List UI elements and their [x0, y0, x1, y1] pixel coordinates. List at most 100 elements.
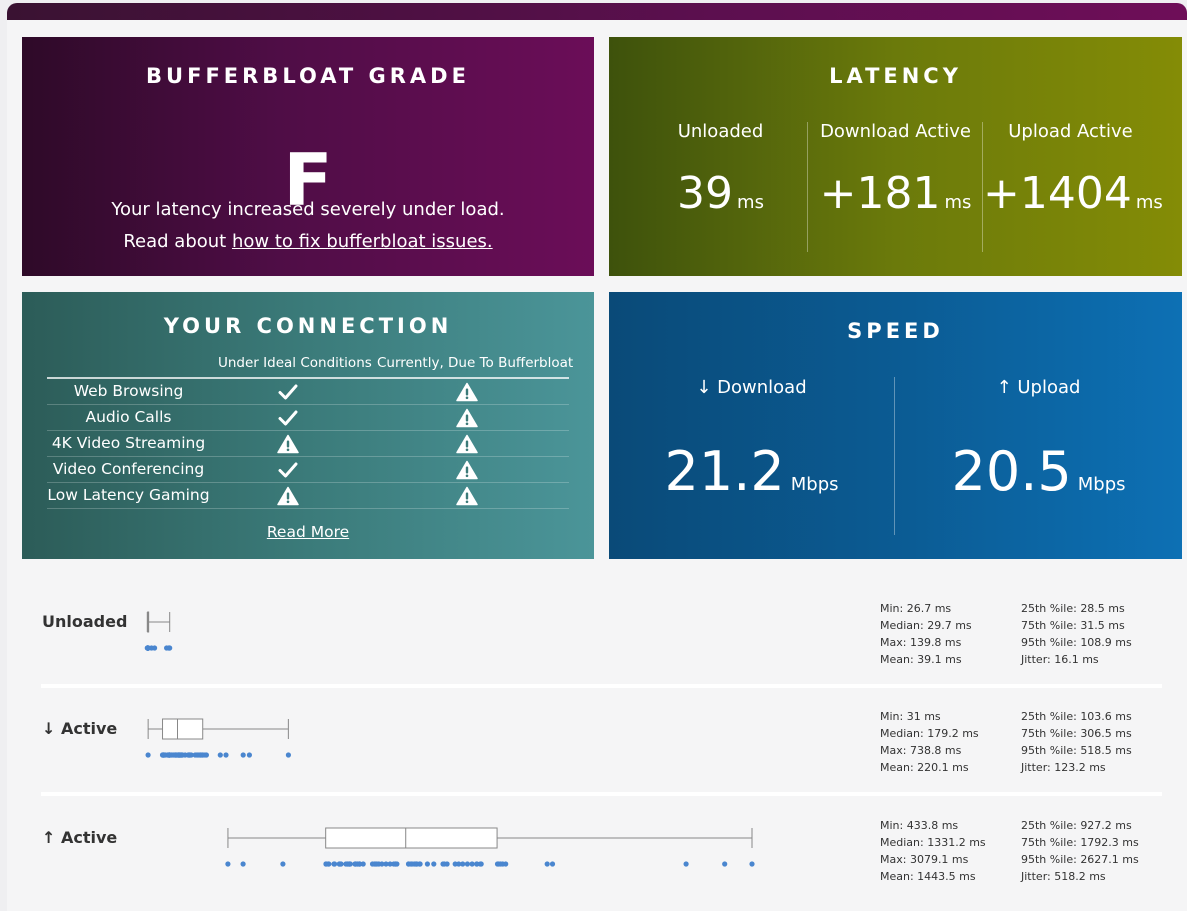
stat-min: Min: 26.7 ms: [880, 602, 952, 615]
sample-dot: [240, 861, 246, 867]
stat-p95: 95th %ile: 2627.1 ms: [1021, 853, 1139, 866]
latency-title: LATENCY: [829, 64, 962, 88]
stat-p95: 95th %ile: 108.9 ms: [1021, 636, 1132, 649]
latency-unloaded-value: 39: [677, 168, 734, 219]
latency-unit: ms: [737, 192, 764, 213]
stats-upload-right: 25th %ile: 927.2 ms 75th %ile: 1792.3 ms…: [1021, 817, 1139, 885]
warning-icon: [456, 460, 478, 480]
row-label-unloaded: Unloaded: [42, 612, 128, 631]
grade-letter: F: [283, 138, 333, 222]
stat-median: Median: 179.2 ms: [880, 727, 979, 740]
sample-dot: [240, 752, 246, 758]
stat-p25: 25th %ile: 103.6 ms: [1021, 710, 1132, 723]
sample-dot: [749, 861, 755, 867]
check-icon: [277, 382, 299, 402]
speed-unit: Mbps: [1077, 474, 1126, 495]
sample-dot: [478, 861, 484, 867]
sample-dot: [202, 752, 208, 758]
latency-divider: [982, 122, 983, 252]
sample-dot: [357, 861, 363, 867]
connection-title: YOUR CONNECTION: [163, 314, 453, 338]
stat-mean: Mean: 220.1 ms: [880, 761, 969, 774]
sample-dot: [544, 861, 550, 867]
iqr-box: [325, 827, 498, 849]
sample-dot: [160, 752, 166, 758]
stat-mean: Mean: 1443.5 ms: [880, 870, 976, 883]
sample-dot: [497, 861, 504, 867]
sample-dot: [152, 645, 158, 651]
sample-dot: [336, 861, 343, 867]
speed-title: SPEED: [847, 319, 944, 343]
sample-dot: [176, 752, 182, 758]
stat-p75: 75th %ile: 31.5 ms: [1021, 619, 1125, 632]
stat-min: Min: 433.8 ms: [880, 819, 959, 832]
stat-p25: 25th %ile: 927.2 ms: [1021, 819, 1132, 832]
stat-min: Min: 31 ms: [880, 710, 941, 723]
sample-dot: [456, 861, 462, 867]
sample-dot: [369, 861, 376, 867]
sample-dot: [417, 861, 423, 867]
row-divider: [41, 684, 1162, 688]
sample-dot: [347, 861, 353, 867]
sample-dot: [360, 861, 366, 867]
grade-description: Your latency increased severely under lo…: [111, 199, 505, 220]
read-more-link[interactable]: Read More: [266, 523, 350, 541]
sample-dot: [549, 861, 556, 867]
warning-icon: [277, 434, 299, 454]
sample-dot: [469, 861, 475, 867]
latency-divider: [807, 122, 808, 252]
sample-dot: [387, 861, 393, 867]
latency-download-label: Download Active: [820, 121, 971, 142]
latency-unit: ms: [1135, 192, 1163, 213]
sample-dot: [460, 861, 466, 867]
latency-upload-label: Upload Active: [1008, 121, 1133, 142]
sample-dot: [464, 861, 470, 867]
speed-download: ↓ Download 21.2 Mbps: [609, 377, 894, 503]
stat-p75: 75th %ile: 306.5 ms: [1021, 727, 1132, 740]
grade-title: BUFFERBLOAT GRADE: [146, 64, 470, 88]
connection-row: Web Browsing: [47, 379, 569, 405]
download-value: 21.2: [664, 440, 785, 503]
sample-dot: [440, 861, 446, 867]
row-label-download-active: ↓ Active: [42, 719, 118, 738]
grade-read-about: Read about how to fix bufferbloat issues…: [22, 231, 594, 252]
read-about-prefix: Read about: [123, 231, 232, 252]
connection-row: Audio Calls: [47, 405, 569, 431]
warning-icon: [277, 486, 299, 506]
sample-dot: [722, 861, 728, 867]
sample-dot: [217, 752, 223, 758]
sample-dot: [285, 752, 291, 758]
latency-unloaded-label: Unloaded: [677, 121, 764, 142]
fix-bufferbloat-link[interactable]: how to fix bufferbloat issues.: [231, 231, 493, 252]
sample-dot: [223, 752, 229, 758]
latency-card: LATENCY Unloaded 39 ms Download Active +1…: [609, 37, 1182, 276]
connection-table: Web Browsing Audio Calls 4K Video Streamin…: [47, 377, 569, 509]
sample-dot: [179, 752, 185, 758]
stat-p75: 75th %ile: 1792.3 ms: [1021, 836, 1139, 849]
stat-jitter: Jitter: 123.2 ms: [1021, 761, 1106, 774]
connection-row-name: Video Conferencing: [52, 460, 205, 478]
stat-p95: 95th %ile: 518.5 ms: [1021, 744, 1132, 757]
upload-value: 20.5: [951, 440, 1072, 503]
stats-unloaded-left: Min: 26.7 ms Median: 29.7 ms Max: 139.8 …: [880, 600, 972, 668]
warning-icon: [456, 382, 478, 402]
bufferbloat-grade-card: BUFFERBLOAT GRADE F Your latency increas…: [22, 37, 594, 276]
sample-dot: [424, 861, 430, 867]
sample-dot: [431, 861, 437, 867]
sample-dot: [323, 861, 329, 867]
sample-dot: [474, 861, 480, 867]
stat-max: Max: 3079.1 ms: [880, 853, 969, 866]
warning-icon: [456, 434, 478, 454]
sample-dot: [196, 752, 202, 758]
top-accent-bar: [7, 3, 1187, 21]
sample-dot: [145, 752, 151, 758]
sample-dot: [145, 645, 151, 651]
sample-dot: [503, 861, 509, 867]
sample-dot: [391, 861, 397, 867]
upload-label: ↑ Upload: [996, 377, 1081, 398]
connection-row-name: Web Browsing: [73, 382, 184, 400]
speed-card: SPEED: [609, 292, 1182, 559]
stat-jitter: Jitter: 518.2 ms: [1021, 870, 1106, 883]
sample-dot: [409, 861, 415, 867]
sample-dot: [164, 645, 170, 651]
